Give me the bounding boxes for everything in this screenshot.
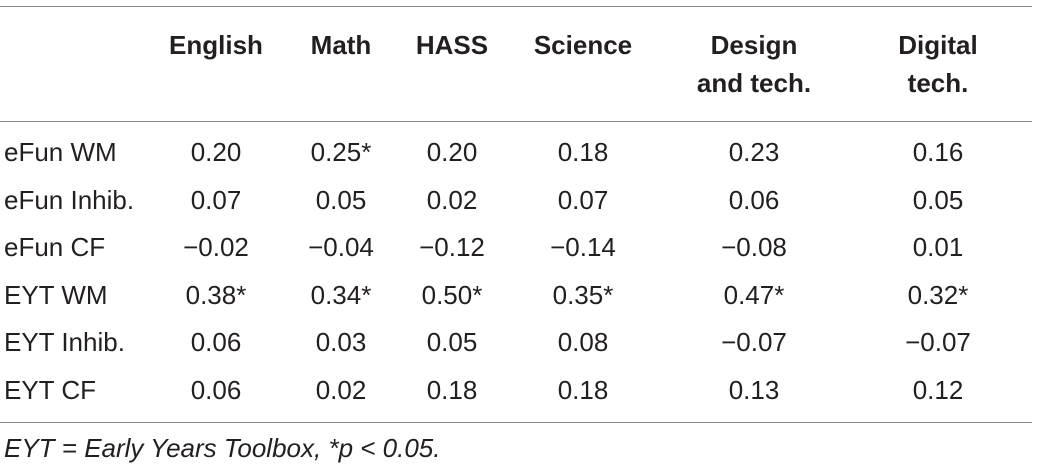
header-label-line2: and tech.	[696, 68, 812, 98]
table-cell: −0.07	[721, 327, 787, 358]
table-cell: −0.14	[550, 232, 616, 263]
header-cell-blank	[0, 8, 152, 121]
table-cell: 0.06	[190, 327, 242, 358]
header-label: Math	[310, 30, 372, 60]
header-label: English	[169, 30, 263, 60]
header-rule	[0, 121, 1032, 122]
table-row: EYT CF 0.06 0.02 0.18 0.18 0.13 0.12	[0, 367, 1032, 415]
header-cell-design-tech: Design and tech.	[664, 8, 844, 121]
table-row: EYT Inhib. 0.06 0.03 0.05 0.08 −0.07 −0.…	[0, 319, 1032, 367]
table-cell: 0.16	[912, 137, 964, 168]
row-label: eFun Inhib.	[4, 184, 135, 215]
header-cell-math: Math	[280, 8, 402, 121]
table-row: eFun Inhib. 0.07 0.05 0.02 0.07 0.06 0.0…	[0, 177, 1032, 225]
table-cell: 0.18	[426, 374, 478, 405]
table-cell: 0.13	[728, 374, 780, 405]
header-label: HASS	[415, 30, 489, 60]
row-label: EYT CF	[4, 374, 96, 405]
table-cell: 0.20	[190, 137, 242, 168]
table-cell: 0.02	[315, 374, 367, 405]
header-cell-science: Science	[502, 8, 664, 121]
table-cell: 0.23	[728, 137, 780, 168]
header-cell-hass: HASS	[402, 8, 502, 121]
table-cell: 0.38*	[185, 279, 247, 310]
header-cell-english: English	[152, 8, 280, 121]
table-cell: 0.12	[912, 374, 964, 405]
table-footnote: EYT = Early Years Toolbox, *p < 0.05.	[4, 433, 441, 463]
table-cell: 0.06	[190, 374, 242, 405]
table-cell: 0.03	[315, 327, 367, 358]
row-label: eFun CF	[4, 232, 106, 263]
table-cell: 0.05	[912, 184, 964, 215]
table-cell: 0.47*	[723, 279, 785, 310]
table-cell: 0.35*	[552, 279, 614, 310]
table-cell: −0.08	[721, 232, 787, 263]
table-cell: 0.20	[426, 137, 478, 168]
table-cell: 0.32*	[907, 279, 969, 310]
header-cell-digital-tech: Digital tech.	[844, 8, 1032, 121]
table-cell: 0.02	[426, 184, 478, 215]
table-row: eFun CF −0.02 −0.04 −0.12 −0.14 −0.08 0.…	[0, 224, 1032, 272]
header-label: Design	[710, 30, 798, 60]
header-row: English Math HASS Science Design and tec…	[0, 8, 1032, 121]
table-cell: −0.12	[419, 232, 485, 263]
header-label: Digital	[898, 30, 978, 60]
table-row: EYT WM 0.38* 0.34* 0.50* 0.35* 0.47* 0.3…	[0, 272, 1032, 320]
header-label-line2: tech.	[907, 68, 969, 98]
bottom-rule	[0, 422, 1032, 423]
row-label: eFun WM	[4, 137, 117, 168]
table-cell: −0.07	[905, 327, 971, 358]
table-cell: 0.08	[557, 327, 609, 358]
table-cell: 0.50*	[421, 279, 483, 310]
table-cell: 0.05	[426, 327, 478, 358]
table-row: eFun WM 0.20 0.25* 0.20 0.18 0.23 0.16	[0, 121, 1032, 177]
table-cell: 0.18	[557, 374, 609, 405]
table-cell: 0.07	[557, 184, 609, 215]
table-cell: 0.06	[728, 184, 780, 215]
table-cell: 0.05	[315, 184, 367, 215]
row-label: EYT Inhib.	[4, 327, 125, 358]
row-label: EYT WM	[4, 279, 108, 310]
top-rule	[0, 6, 1032, 7]
table-cell: 0.07	[190, 184, 242, 215]
table-cell: 0.34*	[310, 279, 372, 310]
table-cell: 0.25*	[310, 137, 372, 168]
table-cell: −0.04	[308, 232, 374, 263]
table-cell: −0.02	[183, 232, 249, 263]
header-label: Science	[533, 30, 633, 60]
table-cell: 0.01	[912, 232, 964, 263]
table-cell: 0.18	[557, 137, 609, 168]
correlation-table: English Math HASS Science Design and tec…	[0, 8, 1032, 414]
